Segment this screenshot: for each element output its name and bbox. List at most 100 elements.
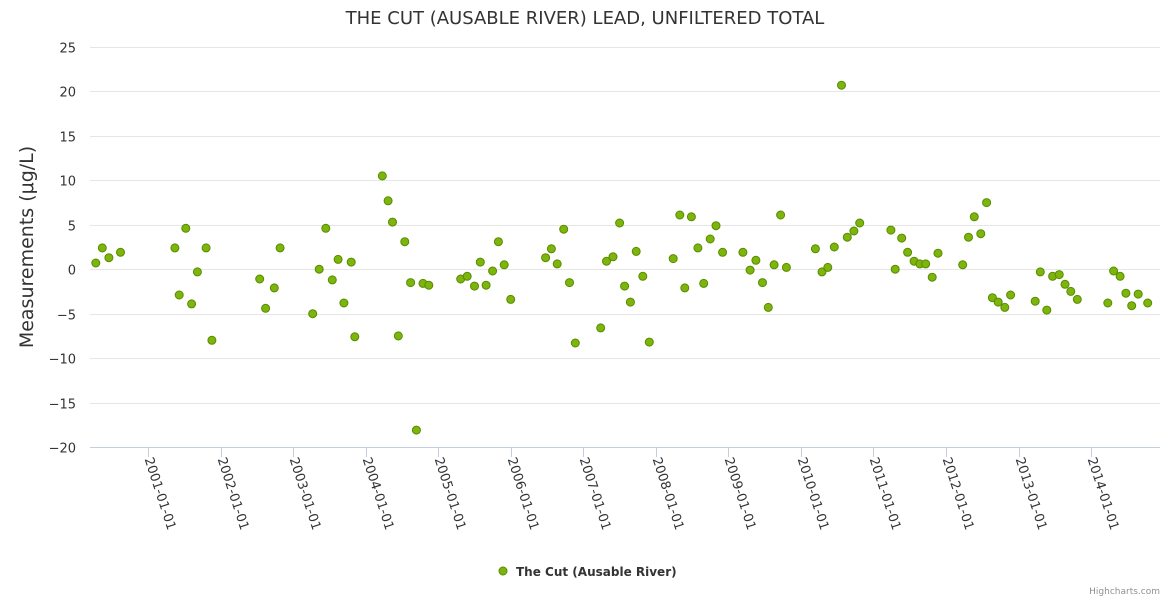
data-point[interactable] <box>541 253 551 263</box>
data-point[interactable] <box>631 246 641 256</box>
data-point[interactable] <box>763 302 773 312</box>
data-point[interactable] <box>625 297 635 307</box>
data-point[interactable] <box>680 283 690 293</box>
data-point[interactable] <box>116 247 125 257</box>
data-point[interactable] <box>644 337 654 347</box>
data-point[interactable] <box>488 266 498 276</box>
data-point[interactable] <box>559 224 569 234</box>
legend-item[interactable]: The Cut (Ausable River) <box>498 565 677 579</box>
data-point[interactable] <box>776 210 786 220</box>
data-point[interactable] <box>192 267 202 277</box>
data-point[interactable] <box>546 244 556 254</box>
data-point[interactable] <box>823 262 833 272</box>
data-point[interactable] <box>1054 270 1064 280</box>
data-point[interactable] <box>969 212 979 222</box>
data-point[interactable] <box>890 264 900 274</box>
data-point[interactable] <box>321 223 331 233</box>
data-point[interactable] <box>1115 271 1125 281</box>
data-point[interactable] <box>470 281 479 291</box>
data-point[interactable] <box>1030 296 1040 306</box>
data-point[interactable] <box>886 225 896 235</box>
data-point[interactable] <box>388 217 397 227</box>
data-point[interactable] <box>829 242 839 252</box>
data-point[interactable] <box>187 299 197 309</box>
data-point[interactable] <box>745 265 755 275</box>
data-point[interactable] <box>1066 286 1076 296</box>
data-point[interactable] <box>207 335 217 345</box>
data-point[interactable] <box>921 259 931 269</box>
data-point[interactable] <box>552 259 562 269</box>
data-point[interactable] <box>855 218 865 228</box>
data-point[interactable] <box>1121 288 1131 298</box>
data-point[interactable] <box>711 221 721 231</box>
data-point[interactable] <box>201 243 211 253</box>
data-point[interactable] <box>1143 298 1153 308</box>
data-point[interactable] <box>758 278 767 288</box>
data-point[interactable] <box>675 210 685 220</box>
data-point[interactable] <box>308 309 318 319</box>
data-point[interactable] <box>570 338 580 348</box>
data-point[interactable] <box>781 262 791 272</box>
data-point[interactable] <box>411 425 421 435</box>
data-point[interactable] <box>1109 266 1119 276</box>
data-point[interactable] <box>475 257 485 267</box>
data-point[interactable] <box>596 323 606 333</box>
data-point[interactable] <box>751 255 761 265</box>
data-point[interactable] <box>1103 298 1113 308</box>
data-point[interactable] <box>275 243 285 253</box>
data-point[interactable] <box>269 283 279 293</box>
data-point[interactable] <box>976 229 986 239</box>
data-point[interactable] <box>769 260 779 270</box>
data-point[interactable] <box>170 243 180 253</box>
data-point[interactable] <box>383 196 393 206</box>
data-point[interactable] <box>393 331 403 341</box>
data-point[interactable] <box>638 271 648 281</box>
data-point[interactable] <box>255 274 265 284</box>
data-point[interactable] <box>699 278 709 288</box>
data-point[interactable] <box>903 247 913 257</box>
data-point[interactable] <box>897 233 907 243</box>
data-point[interactable] <box>261 303 271 313</box>
data-point[interactable] <box>181 223 191 233</box>
data-point[interactable] <box>933 248 943 258</box>
data-point[interactable] <box>693 243 703 253</box>
data-point[interactable] <box>927 272 937 282</box>
data-point[interactable] <box>1133 289 1143 299</box>
data-point[interactable] <box>608 252 618 262</box>
data-point[interactable] <box>506 294 516 304</box>
data-point[interactable] <box>499 260 509 270</box>
data-point[interactable] <box>602 256 611 266</box>
data-point[interactable] <box>327 275 337 285</box>
data-point[interactable] <box>705 234 715 244</box>
data-point[interactable] <box>738 247 748 257</box>
data-point[interactable] <box>964 232 973 242</box>
data-point[interactable] <box>1006 290 1016 300</box>
data-point[interactable] <box>849 226 859 236</box>
data-point[interactable] <box>333 254 343 264</box>
data-point[interactable] <box>842 232 852 242</box>
data-point[interactable] <box>91 258 101 268</box>
data-point[interactable] <box>1000 302 1010 312</box>
data-point[interactable] <box>686 212 696 222</box>
data-point[interactable] <box>346 257 356 267</box>
data-point[interactable] <box>350 332 360 342</box>
data-point[interactable] <box>615 218 625 228</box>
credits-link[interactable]: Highcharts.com <box>1089 587 1160 597</box>
data-point[interactable] <box>1127 301 1137 311</box>
data-point[interactable] <box>817 267 827 277</box>
data-point[interactable] <box>668 254 678 264</box>
data-point[interactable] <box>377 171 387 181</box>
data-point[interactable] <box>837 80 846 90</box>
data-point[interactable] <box>958 260 968 270</box>
data-point[interactable] <box>97 243 107 253</box>
data-point[interactable] <box>339 298 349 308</box>
data-point[interactable] <box>718 247 728 257</box>
data-point[interactable] <box>1060 279 1070 289</box>
data-point[interactable] <box>424 280 434 290</box>
data-point[interactable] <box>462 271 472 281</box>
data-point[interactable] <box>810 244 820 254</box>
data-point[interactable] <box>314 264 324 274</box>
data-point[interactable] <box>174 290 184 300</box>
data-point[interactable] <box>1072 294 1082 304</box>
data-point[interactable] <box>565 278 574 288</box>
